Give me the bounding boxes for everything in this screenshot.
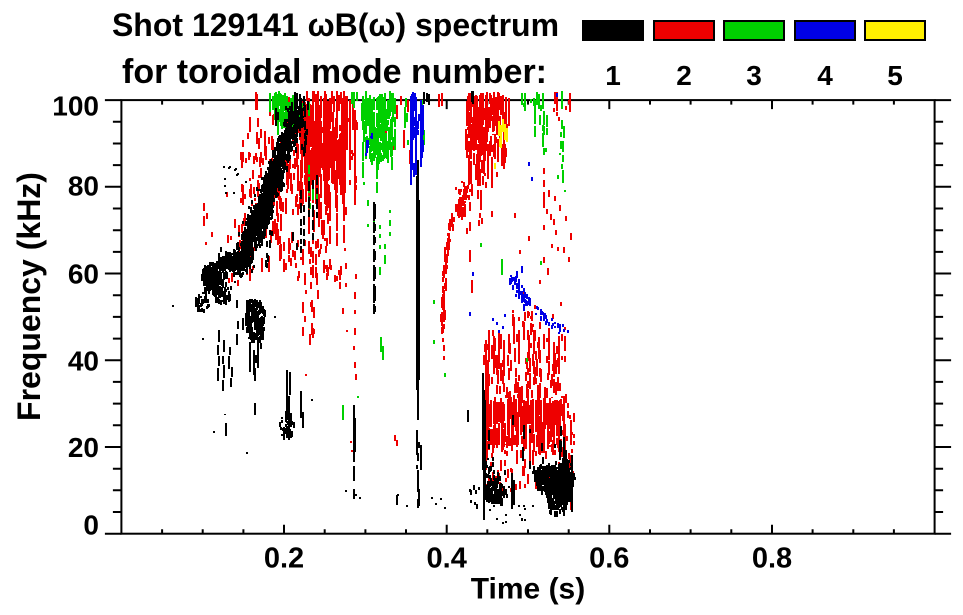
svg-text:0.6: 0.6: [589, 543, 629, 575]
svg-text:60: 60: [68, 259, 99, 290]
svg-text:0.4: 0.4: [427, 543, 467, 575]
svg-text:Frequency (kHz): Frequency (kHz): [11, 172, 47, 421]
svg-text:0.2: 0.2: [264, 543, 304, 575]
svg-text:100: 100: [52, 91, 99, 122]
svg-text:80: 80: [68, 171, 99, 202]
svg-text:20: 20: [68, 432, 99, 463]
svg-text:40: 40: [68, 345, 99, 376]
svg-text:0: 0: [83, 510, 99, 541]
svg-text:0.8: 0.8: [752, 543, 792, 575]
svg-text:Time (s): Time (s): [471, 573, 585, 606]
